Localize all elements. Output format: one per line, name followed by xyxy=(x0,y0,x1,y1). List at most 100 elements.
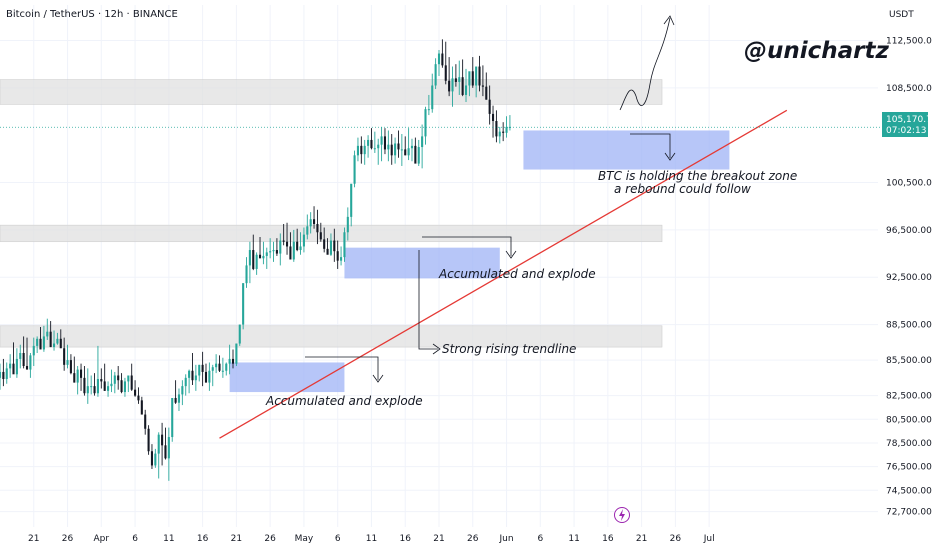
candle-body xyxy=(56,338,59,344)
candle xyxy=(407,128,410,161)
candle-body xyxy=(478,66,481,86)
candle xyxy=(481,65,484,97)
candle xyxy=(32,337,35,367)
candle xyxy=(161,422,164,466)
candle-body xyxy=(171,397,174,438)
candle xyxy=(323,227,326,253)
last-price-countdown: 07:02:13 xyxy=(886,126,926,136)
candle xyxy=(59,329,62,349)
candle xyxy=(69,354,72,375)
candle-body xyxy=(161,434,164,446)
x-tick-label: 11 xyxy=(568,534,579,544)
candle-body xyxy=(32,345,35,356)
candle xyxy=(370,128,373,150)
candle xyxy=(12,342,15,375)
candle xyxy=(421,124,424,169)
candle-body xyxy=(461,77,464,95)
candle xyxy=(49,321,52,348)
annotations: Accumulated and explode Accumulated and … xyxy=(265,169,797,408)
x-tick-label: 26 xyxy=(670,534,682,544)
candle-body xyxy=(22,353,25,367)
candle xyxy=(502,122,505,142)
candle-body xyxy=(39,338,42,350)
candle xyxy=(174,380,177,404)
candle xyxy=(154,448,157,468)
candle-body xyxy=(258,254,262,259)
x-tick-label: Jun xyxy=(499,534,514,544)
candle-body xyxy=(215,363,218,368)
candle-body xyxy=(306,226,309,235)
candle xyxy=(471,57,474,88)
candle xyxy=(110,369,113,393)
candle-body xyxy=(188,370,191,378)
candle-body xyxy=(218,363,221,371)
candle-body xyxy=(448,80,451,92)
x-tick-label: 11 xyxy=(163,534,174,544)
rising-trendline xyxy=(219,109,788,439)
candle-body xyxy=(285,241,289,247)
candle xyxy=(272,241,275,262)
annotation-rebound: a rebound could follow xyxy=(614,182,751,196)
candle xyxy=(19,344,22,369)
candle-body xyxy=(292,241,295,260)
candle xyxy=(100,368,103,389)
candle xyxy=(22,336,25,369)
y-tick-label: 100,500.00 xyxy=(886,179,932,189)
candle-body xyxy=(201,364,204,372)
event-icon[interactable] xyxy=(614,507,630,523)
candle xyxy=(191,353,194,385)
candle xyxy=(164,427,167,460)
x-tick-label: May xyxy=(295,534,314,544)
candle xyxy=(96,345,99,397)
author-watermark: @unichartz xyxy=(744,38,889,64)
candle xyxy=(498,126,501,144)
candle xyxy=(319,222,322,242)
candle xyxy=(79,363,83,391)
candle xyxy=(414,137,417,164)
candle-body xyxy=(427,109,430,111)
candle-body xyxy=(367,139,370,146)
candle xyxy=(56,332,59,345)
candle xyxy=(296,228,299,252)
candle xyxy=(221,357,224,378)
candle-body xyxy=(316,223,319,233)
candle xyxy=(181,380,184,406)
candle-body xyxy=(255,254,258,269)
y-tick-label: 76,500.00 xyxy=(886,463,932,473)
candle xyxy=(252,234,255,271)
candle-body xyxy=(79,369,83,378)
currency-unit[interactable]: USDT xyxy=(889,10,914,20)
candle xyxy=(458,60,461,95)
candle-body xyxy=(289,246,292,260)
candle-body xyxy=(498,131,501,137)
candle-body xyxy=(252,250,255,269)
candle-body xyxy=(157,434,160,454)
candle xyxy=(123,377,126,397)
candle xyxy=(410,138,414,162)
candle xyxy=(225,362,228,376)
candle-body xyxy=(204,371,208,383)
candle-body xyxy=(59,338,62,349)
candle-body xyxy=(191,370,194,381)
last-price-label: 105,170.72 07:02:13 xyxy=(882,112,932,137)
candle xyxy=(346,207,349,241)
candle-body xyxy=(431,85,434,110)
candle-body xyxy=(410,145,414,149)
y-tick-label: 92,500.00 xyxy=(886,273,932,283)
candle-body xyxy=(0,371,2,378)
candle xyxy=(194,364,197,391)
candle-body xyxy=(110,383,113,387)
candle-body xyxy=(502,131,505,133)
y-tick-label: 88,500.00 xyxy=(886,321,932,331)
x-tick-label: 16 xyxy=(197,534,209,544)
candle-body xyxy=(404,149,407,156)
candle xyxy=(508,115,511,131)
candle-body xyxy=(343,232,346,258)
candle-body xyxy=(373,148,376,150)
candle xyxy=(86,368,89,404)
candle-body xyxy=(63,348,66,365)
candle xyxy=(380,126,383,162)
candle-body xyxy=(282,240,285,242)
candle-body xyxy=(360,145,363,155)
